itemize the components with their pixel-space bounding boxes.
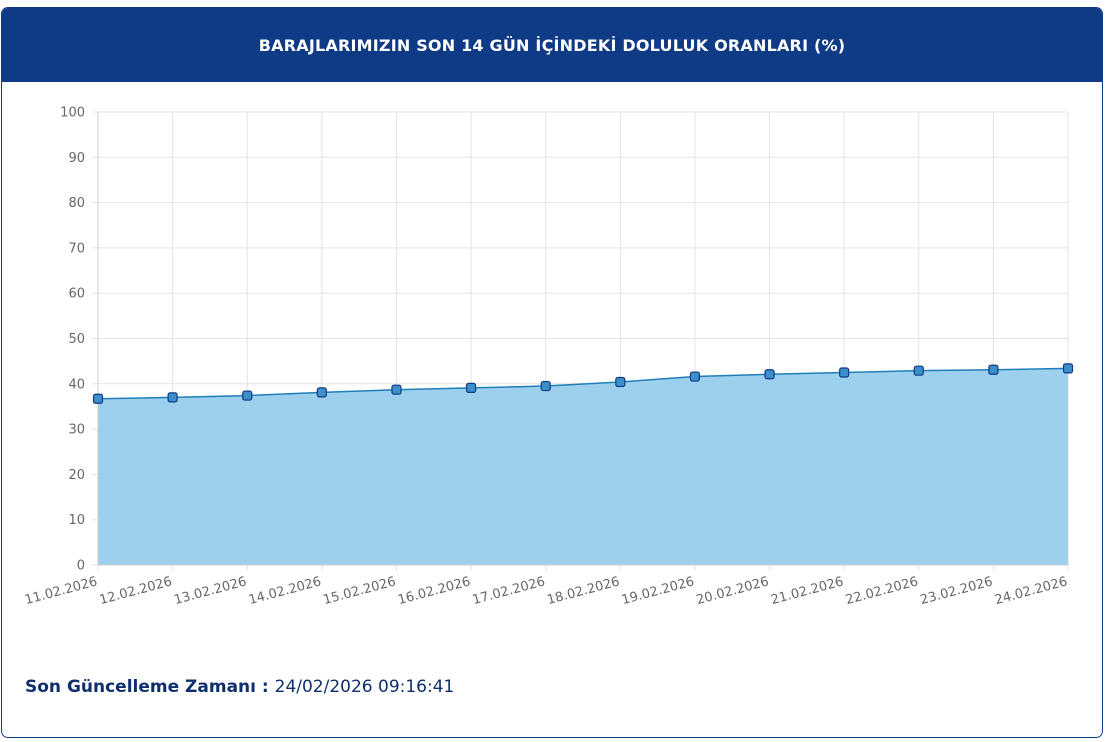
series-line: [97, 367, 1069, 400]
x-tick-label: 18.02.2026: [546, 574, 622, 608]
data-point[interactable]: [988, 364, 999, 375]
x-tick-label: 21.02.2026: [769, 574, 845, 608]
data-point[interactable]: [465, 382, 477, 393]
y-tick-label: 30: [68, 423, 85, 438]
y-tick-label: 80: [68, 196, 85, 211]
series-area: [98, 368, 1068, 565]
y-tick-label: 40: [68, 377, 85, 392]
x-tick-label: 16.02.2026: [396, 574, 472, 608]
x-tick-label: 23.02.2026: [919, 574, 995, 608]
x-tick-label: 17.02.2026: [471, 574, 547, 608]
y-tick-label: 10: [68, 513, 85, 528]
card-header: BARAJLARIMIZIN SON 14 GÜN İÇİNDEKİ DOLUL…: [2, 8, 1102, 82]
data-point[interactable]: [316, 387, 327, 398]
y-tick-label: 0: [77, 559, 85, 574]
data-point[interactable]: [839, 367, 850, 378]
data-point[interactable]: [167, 392, 178, 403]
x-tick-label: 14.02.2026: [247, 574, 323, 608]
x-axis-labels: 11.02.202612.02.202613.02.202614.02.2026…: [23, 574, 1069, 608]
last-updated-label: Son Güncelleme Zamanı: [25, 677, 256, 697]
last-updated-separator: :: [255, 677, 275, 697]
data-point[interactable]: [913, 365, 924, 376]
y-tick-label: 100: [60, 106, 85, 121]
last-updated-value: 24/02/2026 09:16:41: [274, 677, 455, 697]
y-tick-label: 20: [68, 468, 85, 483]
y-tick-label: 50: [68, 332, 85, 347]
x-tick-label: 22.02.2026: [844, 574, 920, 608]
x-tick-label: 19.02.2026: [620, 574, 696, 608]
chart-area-layer: [97, 367, 1069, 565]
data-point[interactable]: [92, 393, 104, 404]
x-tick-label: 20.02.2026: [695, 574, 771, 608]
y-tick-label: 70: [68, 241, 85, 256]
last-updated: Son Güncelleme Zamanı : 24/02/2026 09:16…: [25, 677, 454, 697]
data-point[interactable]: [391, 384, 402, 395]
chart-axes: [97, 112, 1068, 566]
chart-points: [92, 363, 1074, 404]
y-tick-label: 90: [68, 151, 85, 166]
x-tick-label: 13.02.2026: [172, 574, 248, 608]
page-title: BARAJLARIMIZIN SON 14 GÜN İÇİNDEKİ DOLUL…: [258, 35, 846, 55]
x-tick-label: 15.02.2026: [322, 574, 398, 608]
data-point[interactable]: [764, 369, 775, 380]
data-point[interactable]: [689, 371, 701, 382]
y-axis-labels: 0 10 20 30 40 50 60 70 80 90 100: [60, 106, 85, 574]
data-point[interactable]: [540, 380, 551, 392]
x-tick-label: 11.02.2026: [23, 574, 99, 608]
y-tick-label: 60: [68, 287, 85, 302]
data-point[interactable]: [615, 376, 626, 388]
x-tick-label: 12.02.2026: [98, 574, 174, 608]
x-tick-label: 24.02.2026: [993, 574, 1069, 608]
data-point[interactable]: [242, 390, 253, 401]
data-point[interactable]: [1062, 363, 1074, 374]
